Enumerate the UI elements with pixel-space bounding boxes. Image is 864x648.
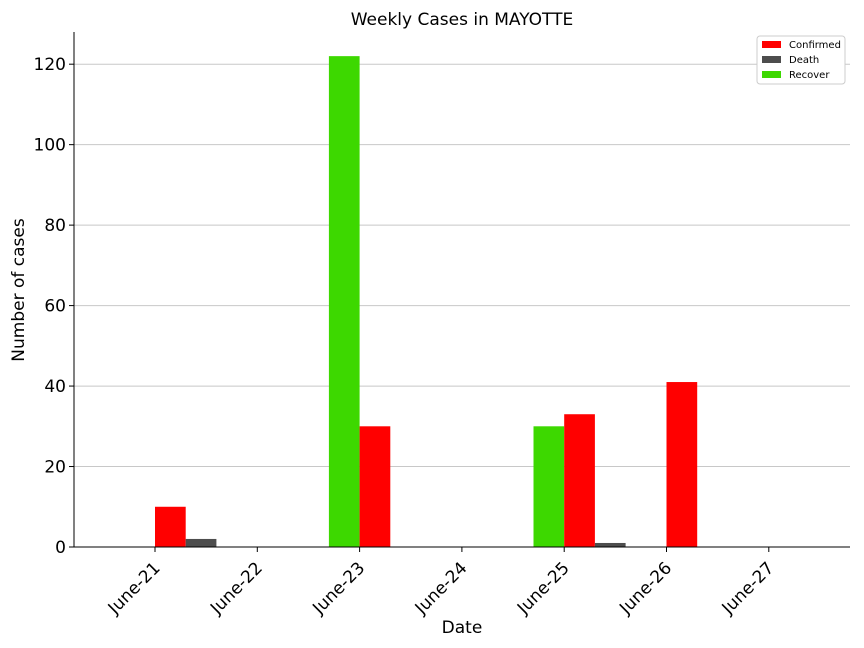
bar-confirmed [359, 426, 391, 547]
x-tick-label: June-24 [411, 558, 472, 619]
x-axis-ticks: June-21 June-22 June-23 June-24 June-25 June-… [104, 547, 778, 619]
bar-death [185, 538, 217, 547]
grid-lines [74, 63, 850, 468]
bar-recover [328, 56, 360, 547]
y-tick-label: 120 [34, 55, 66, 75]
x-tick-label: June-21 [104, 558, 165, 619]
bar-recover [533, 426, 565, 547]
bar-confirmed [564, 414, 595, 547]
legend-swatch [762, 41, 781, 48]
legend-label: Death [789, 55, 819, 66]
x-axis-label: Date [442, 618, 483, 638]
y-tick-label: 60 [44, 297, 66, 317]
legend-label: Confirmed [789, 40, 841, 51]
x-tick-label: June-26 [615, 558, 676, 619]
y-tick-label: 0 [55, 538, 66, 558]
chart-title: Weekly Cases in MAYOTTE [351, 10, 574, 30]
x-tick-label: June-27 [718, 558, 779, 619]
legend-label: Recover [789, 70, 830, 81]
y-axis-label: Number of cases [9, 218, 29, 362]
bar-death [594, 542, 626, 547]
x-tick-label: June-23 [308, 558, 369, 619]
bar-confirmed [155, 506, 186, 547]
x-tick-label: June-22 [206, 558, 267, 619]
bar-confirmed [666, 382, 698, 547]
y-axis-ticks: 0 20 40 60 80 100 120 [34, 55, 74, 558]
x-tick-label: June-25 [513, 558, 574, 619]
y-tick-label: 80 [44, 216, 66, 236]
y-tick-label: 100 [34, 136, 66, 156]
y-tick-label: 20 [44, 458, 66, 478]
legend-swatch [762, 56, 781, 63]
legend: Confirmed Death Recover [756, 35, 846, 85]
legend-swatch [762, 71, 781, 78]
y-tick-label: 40 [44, 377, 66, 397]
bars [155, 56, 698, 547]
